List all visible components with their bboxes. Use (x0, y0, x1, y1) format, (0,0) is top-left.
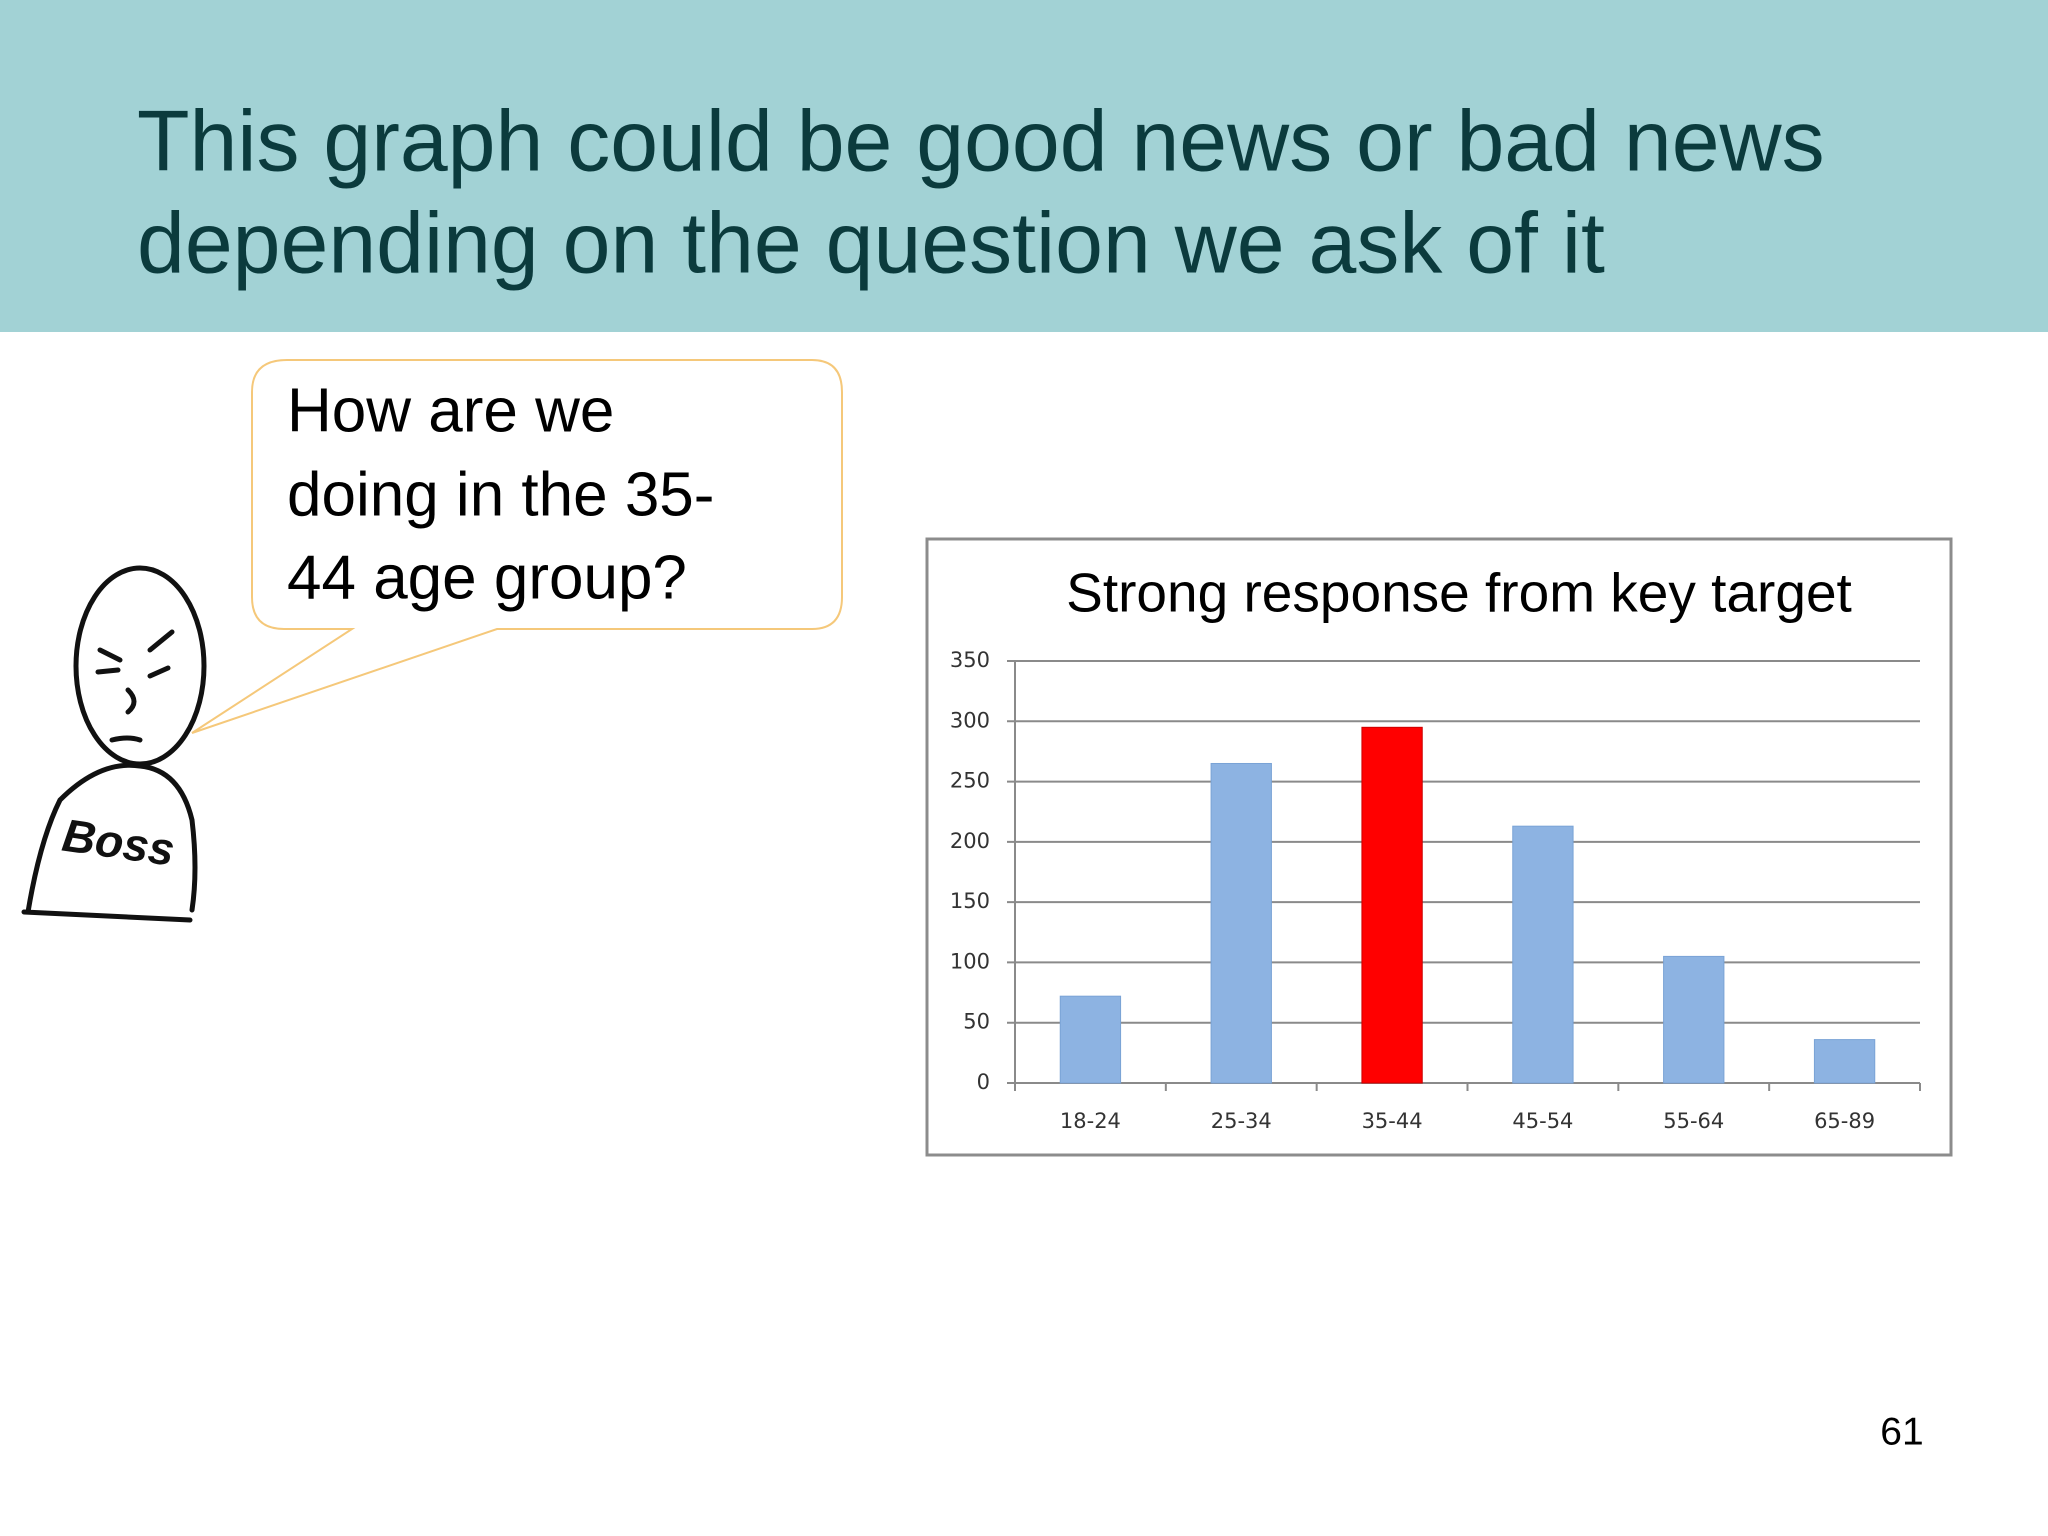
bar (1059, 995, 1122, 1084)
boss-figure (21, 565, 207, 923)
y-tick-label: 50 (963, 1010, 990, 1034)
bar (1813, 1039, 1876, 1084)
y-tick-label: 250 (950, 769, 990, 793)
slide-title-line: depending on the question we ask of it (137, 196, 1605, 292)
x-tick-label: 25-34 (1211, 1109, 1272, 1133)
y-tick-label: 200 (950, 829, 990, 853)
chart-title: Strong response from key target (1066, 562, 1852, 624)
bar (1663, 955, 1725, 1084)
y-tick-label: 100 (950, 949, 990, 973)
page-number: 61 (1880, 1410, 1923, 1453)
x-tick-label: 35-44 (1362, 1109, 1423, 1133)
bar (1512, 825, 1574, 1084)
bar (1361, 726, 1423, 1084)
title-band (0, 0, 2048, 332)
figure-label: Boss (59, 809, 178, 876)
x-tick-label: 45-54 (1512, 1109, 1573, 1133)
x-tick-label: 65-89 (1814, 1109, 1875, 1133)
y-tick-label: 350 (950, 648, 990, 672)
bar (1210, 762, 1272, 1084)
y-tick-label: 300 (950, 708, 990, 732)
x-tick-label: 18-24 (1060, 1109, 1121, 1133)
x-tick-label: 55-64 (1663, 1109, 1724, 1133)
y-tick-label: 150 (950, 889, 990, 913)
bubble-text: How are we (287, 376, 614, 445)
bubble-text: doing in the 35- (287, 460, 714, 529)
bubble-text: 44 age group? (287, 543, 687, 612)
y-tick-label: 0 (977, 1070, 990, 1094)
slide-title-line: This graph could be good news or bad new… (137, 94, 1825, 190)
speech-bubble (191, 359, 843, 734)
